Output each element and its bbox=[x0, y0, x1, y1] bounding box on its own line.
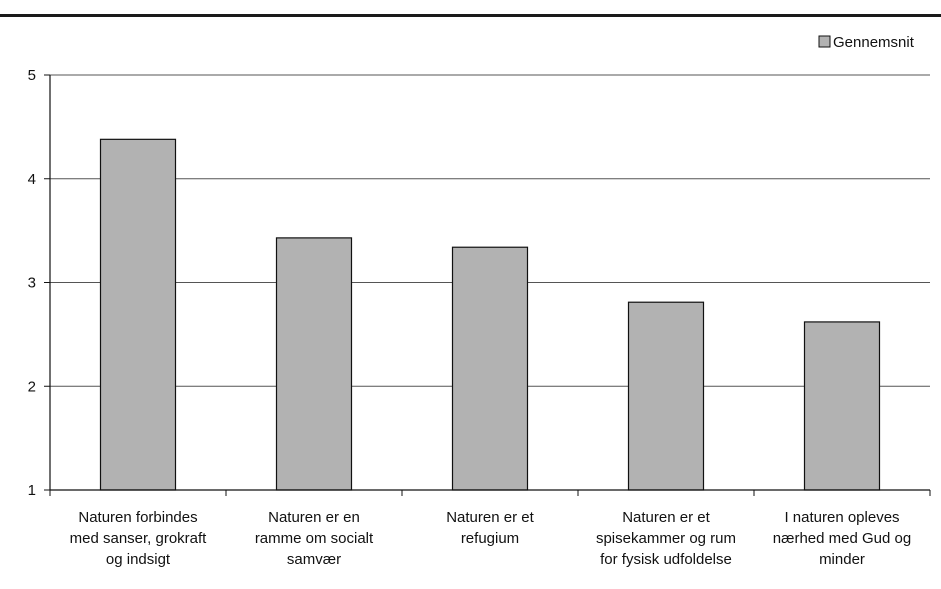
category-label: Naturen er et refugium bbox=[446, 509, 534, 547]
bar bbox=[803, 321, 881, 491]
bar bbox=[99, 138, 177, 491]
category-label: Naturen forbindes med sanser, grokraft og … bbox=[70, 509, 208, 568]
bar bbox=[275, 237, 353, 491]
top-rule bbox=[0, 14, 941, 17]
legend: Gennemsnit bbox=[818, 34, 915, 51]
category-label: Naturen er et spisekammer og rum for fysis… bbox=[596, 509, 736, 568]
y-axis-ticks: 1 2 3 4 5 bbox=[28, 67, 50, 499]
legend-swatch bbox=[818, 35, 831, 48]
y-tick-label: 2 bbox=[28, 378, 36, 395]
legend-label: Gennemsnit bbox=[833, 34, 915, 51]
bar bbox=[627, 301, 705, 491]
x-axis-labels: Naturen forbindes med sanser, grokraft og … bbox=[70, 509, 912, 568]
y-tick-label: 1 bbox=[28, 482, 36, 499]
y-tick-label: 3 bbox=[28, 275, 36, 292]
category-label: Naturen er en ramme om socialt samvær bbox=[255, 509, 374, 568]
bar bbox=[451, 246, 529, 491]
y-tick-label: 5 bbox=[28, 67, 36, 84]
y-tick-label: 4 bbox=[28, 171, 36, 188]
bars bbox=[99, 138, 881, 491]
category-label: I naturen opleves nærhed med Gud og minder bbox=[773, 509, 911, 568]
